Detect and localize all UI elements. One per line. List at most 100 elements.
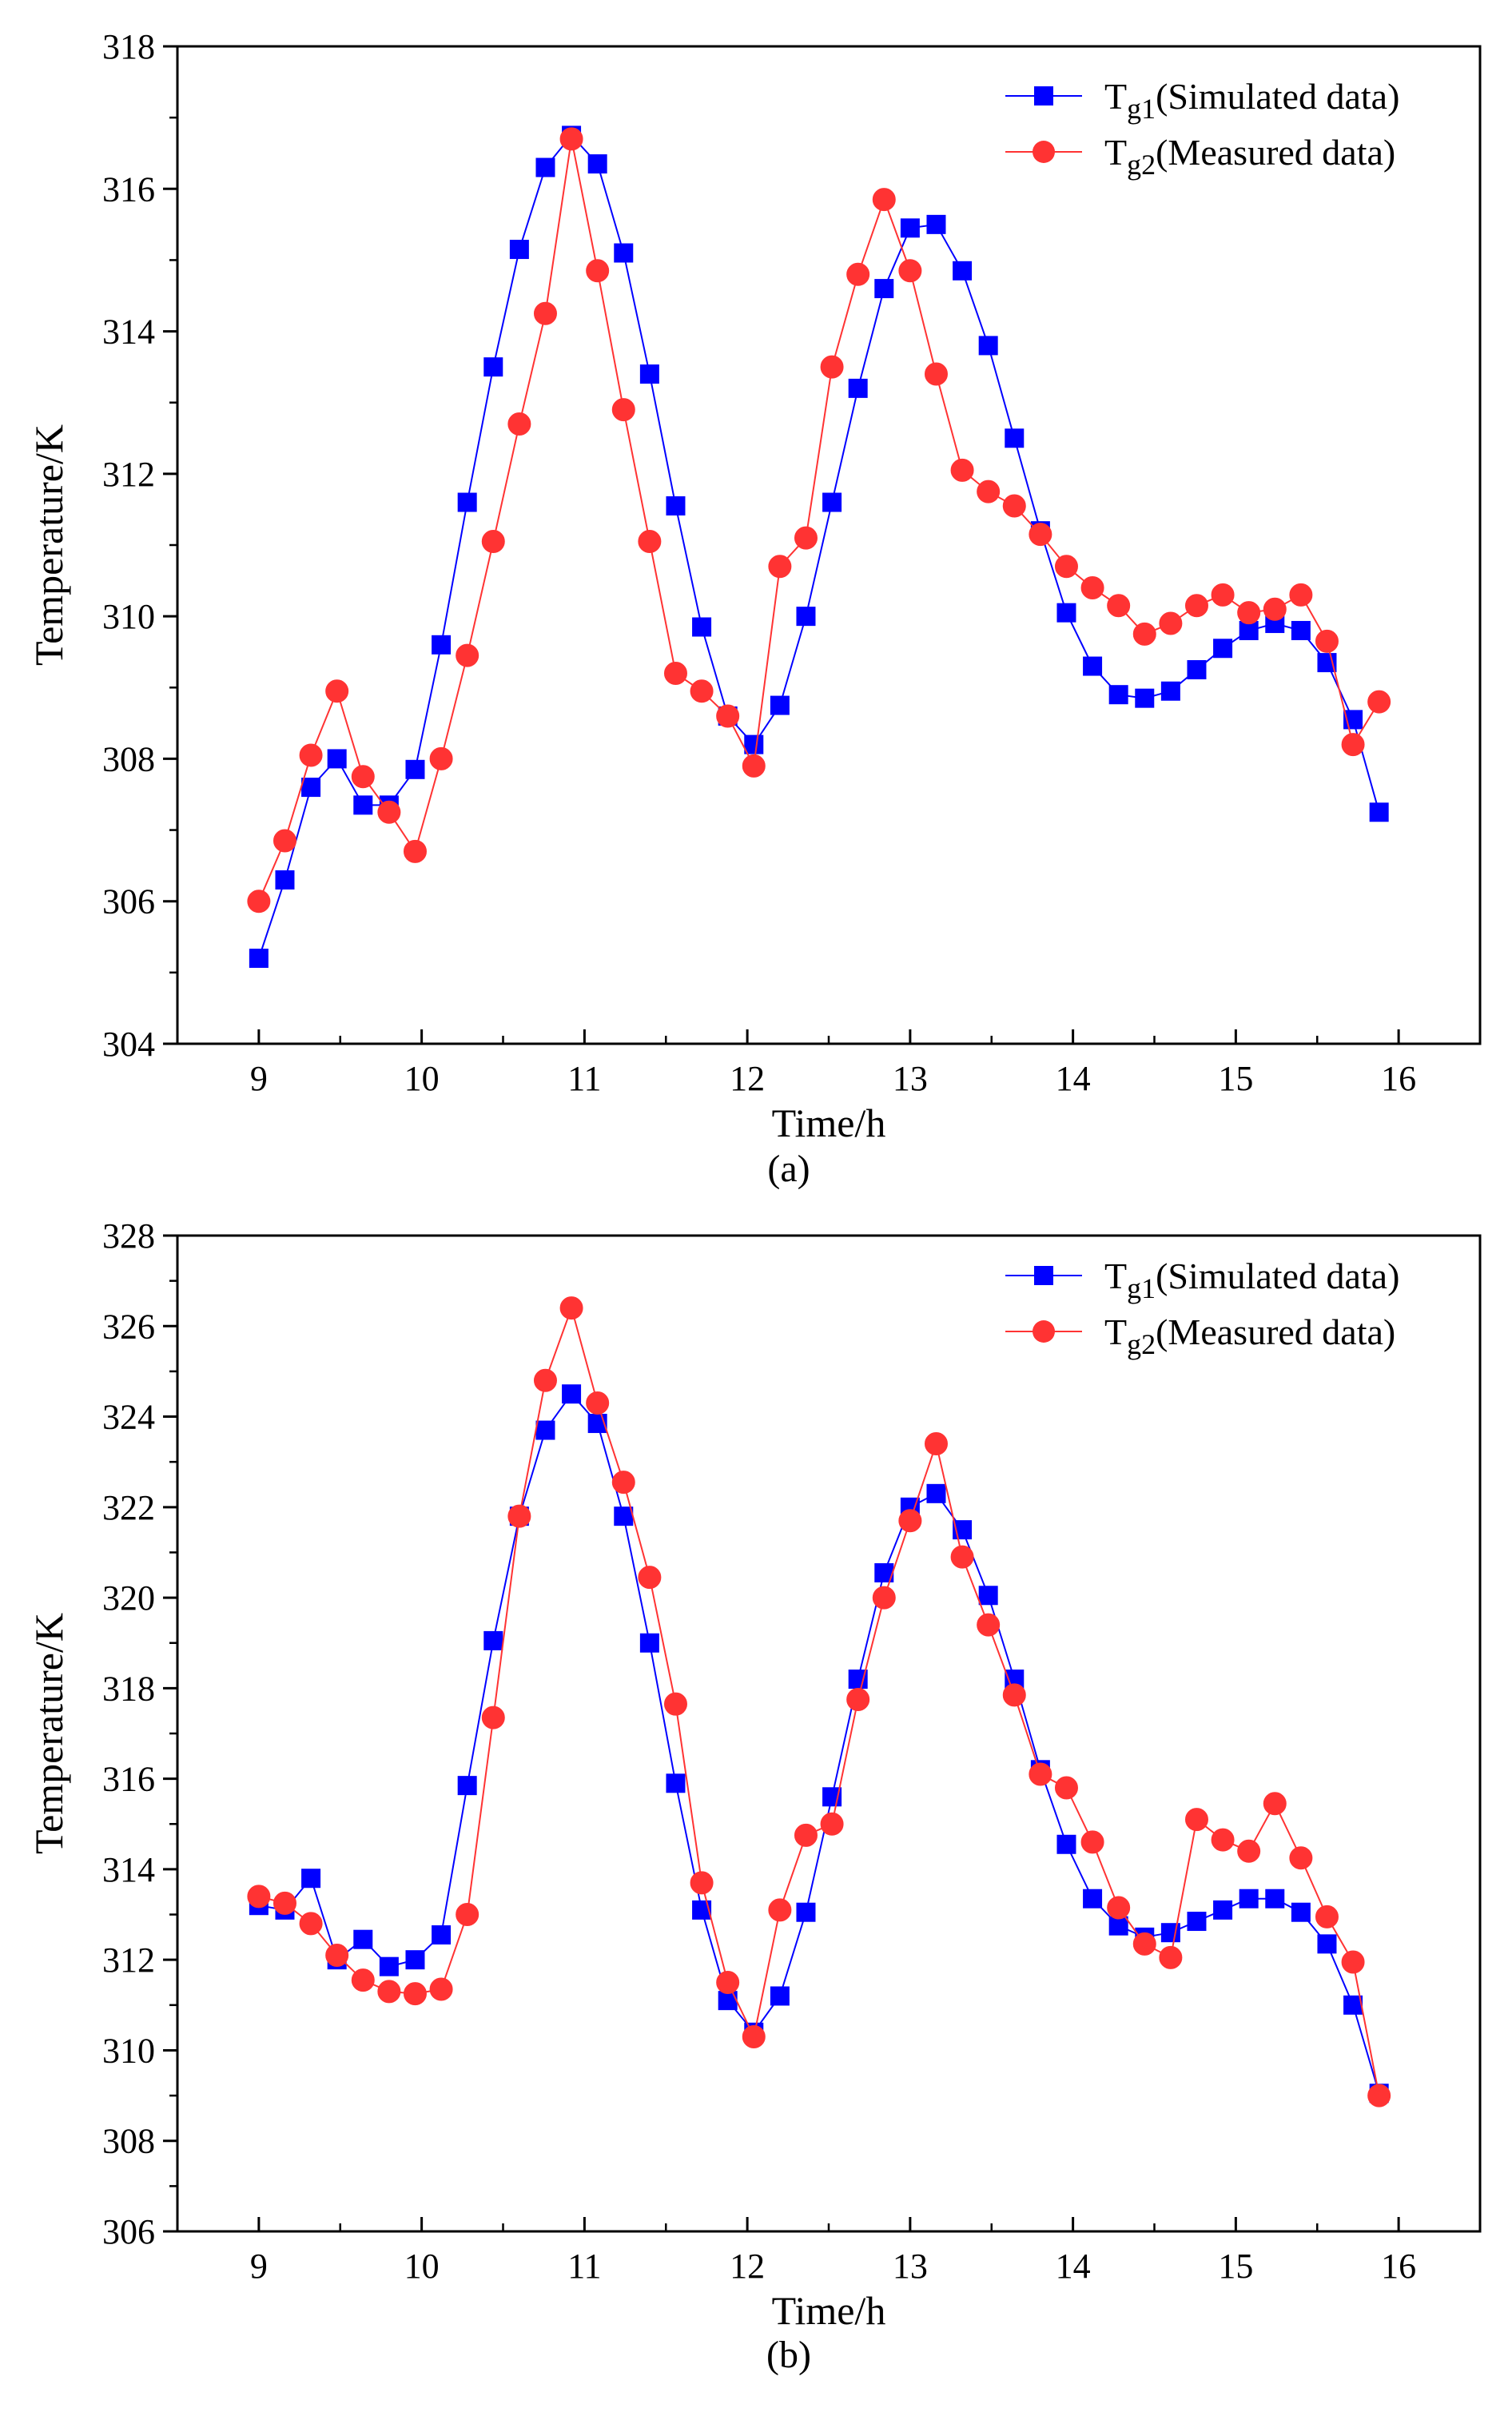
data-point-g1 xyxy=(1160,681,1180,701)
data-point-g2 xyxy=(1367,690,1391,714)
y-axis-label: Temperature/K xyxy=(26,424,71,666)
data-point-g1 xyxy=(978,1586,998,1606)
x-tick-label: 11 xyxy=(567,1059,601,1098)
data-point-g1 xyxy=(1083,1889,1103,1909)
data-point-g1 xyxy=(405,1950,425,1970)
data-point-g2 xyxy=(586,259,610,283)
data-point-g2 xyxy=(846,262,870,286)
legend-label-rest: (Simulated data) xyxy=(1156,1256,1399,1296)
y-tick-label: 306 xyxy=(102,882,155,921)
data-point-g1 xyxy=(874,279,894,299)
data-point-g1 xyxy=(1265,1889,1285,1909)
data-point-g2 xyxy=(690,679,714,703)
data-point-g1 xyxy=(666,496,686,515)
x-tick-label: 11 xyxy=(567,2247,601,2286)
data-point-g2 xyxy=(1263,1792,1287,1816)
data-point-g2 xyxy=(377,1980,401,2004)
data-point-g2 xyxy=(924,362,948,386)
data-point-g1 xyxy=(587,154,607,174)
series-line-g1 xyxy=(257,133,1380,959)
data-point-g2 xyxy=(1029,1762,1052,1786)
data-point-g1 xyxy=(483,357,503,377)
y-tick-label: 318 xyxy=(102,27,155,66)
x-axis-label: Time/h xyxy=(772,1101,886,1145)
legend-label-g1: Tg1(Simulated data) xyxy=(1104,76,1399,125)
data-point-g2 xyxy=(794,1823,818,1847)
data-point-g1 xyxy=(535,157,555,177)
legend-marker-g2 xyxy=(1033,141,1055,163)
data-point-g1 xyxy=(1213,639,1233,659)
legend-marker-g2 xyxy=(1033,1320,1055,1343)
legend-label-main: T xyxy=(1104,76,1127,117)
data-point-g1 xyxy=(1369,802,1389,822)
data-point-g2 xyxy=(299,743,323,767)
data-point-g2 xyxy=(1367,2084,1391,2108)
data-point-g1 xyxy=(509,240,529,260)
y-tick-label: 326 xyxy=(102,1307,155,1346)
data-point-g2 xyxy=(351,1968,375,1992)
data-point-g1 xyxy=(353,795,373,815)
data-point-g2 xyxy=(1080,1830,1104,1854)
x-tick-label: 10 xyxy=(404,1059,440,1098)
data-point-g2 xyxy=(950,1545,974,1569)
data-point-g1 xyxy=(639,1633,659,1653)
x-tick-label: 14 xyxy=(1056,1059,1091,1098)
data-point-g2 xyxy=(1211,583,1235,607)
data-point-g2 xyxy=(638,1566,662,1590)
data-point-g2 xyxy=(716,1971,740,1994)
data-point-g2 xyxy=(299,1912,323,1936)
data-point-g2 xyxy=(611,1471,635,1495)
data-point-g1 xyxy=(327,749,347,769)
data-point-g2 xyxy=(351,765,375,789)
series-line-g2 xyxy=(258,1305,1380,2096)
data-point-g2 xyxy=(1341,733,1365,757)
y-tick-label: 308 xyxy=(102,2122,155,2161)
data-point-g2 xyxy=(1184,1808,1208,1832)
legend-marker-g1 xyxy=(1034,86,1053,105)
data-point-g2 xyxy=(247,1885,271,1909)
data-point-g1 xyxy=(432,1925,452,1945)
data-point-g1 xyxy=(483,1630,503,1650)
x-tick-label: 12 xyxy=(730,1059,765,1098)
data-point-g1 xyxy=(249,949,269,969)
data-point-g2 xyxy=(950,458,974,482)
data-point-g2 xyxy=(273,1891,296,1915)
data-point-g1 xyxy=(614,243,634,263)
data-point-g1 xyxy=(457,492,477,512)
y-tick-label: 316 xyxy=(102,1760,155,1799)
data-point-g1 xyxy=(1005,428,1025,448)
data-point-g2 xyxy=(716,704,740,728)
y-axis-label: Temperature/K xyxy=(26,1613,71,1854)
y-tick-label: 312 xyxy=(102,455,155,494)
x-tick-label: 16 xyxy=(1381,2247,1416,2286)
data-point-g2 xyxy=(1054,1776,1078,1800)
data-point-g1 xyxy=(978,336,998,356)
data-point-g2 xyxy=(247,890,271,913)
data-point-g1 xyxy=(666,1773,686,1793)
data-point-g1 xyxy=(1187,660,1207,679)
plot-frame xyxy=(176,45,1482,1045)
data-point-g2 xyxy=(429,746,453,770)
series-line-g2 xyxy=(257,138,1380,902)
data-point-g1 xyxy=(1291,620,1311,640)
data-point-g1 xyxy=(562,1384,582,1404)
data-point-g2 xyxy=(977,480,1001,503)
data-point-g1 xyxy=(1291,1902,1311,1922)
data-point-g2 xyxy=(456,643,479,667)
data-point-g2 xyxy=(507,412,531,436)
data-point-g2 xyxy=(507,1504,531,1528)
data-point-g2 xyxy=(1211,1828,1235,1852)
data-point-g2 xyxy=(1054,555,1078,579)
data-point-g2 xyxy=(1002,1683,1026,1707)
data-point-g2 xyxy=(663,661,687,685)
data-point-g1 xyxy=(796,607,816,627)
data-point-g1 xyxy=(770,1986,790,2006)
data-point-g1 xyxy=(379,1956,399,1976)
y-tick-label: 318 xyxy=(102,1669,155,1708)
data-point-g1 xyxy=(1108,685,1128,705)
data-point-g2 xyxy=(429,1977,453,2001)
data-point-g2 xyxy=(1341,1950,1365,1974)
data-point-g2 xyxy=(924,1432,948,1456)
chart-panel-b: 9 10 11 12 13 14 15 16 306 308 310 312 314 316 318 320 3… xyxy=(26,1216,1482,2376)
